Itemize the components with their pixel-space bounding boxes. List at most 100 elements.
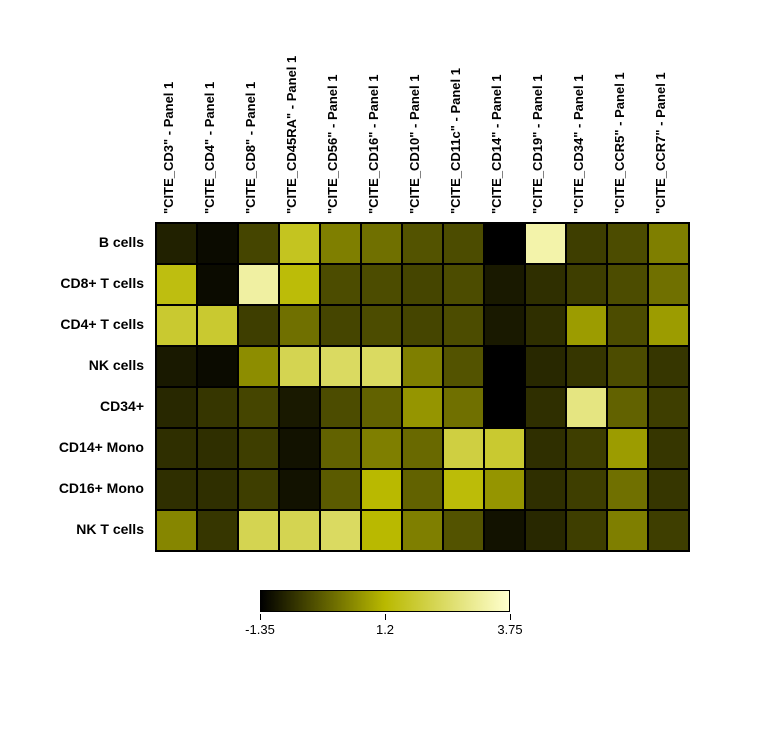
heatmap-cell	[484, 305, 525, 346]
heatmap-cell	[238, 305, 279, 346]
column-label-text: "CITE_CD11c" - Panel 1	[448, 68, 463, 214]
column-label: "CITE_CCR5" - Panel 1	[606, 0, 647, 220]
heatmap-cell	[484, 510, 525, 551]
column-label: "CITE_CD16" - Panel 1	[360, 0, 401, 220]
column-label: "CITE_CD8" - Panel 1	[237, 0, 278, 220]
heatmap-cell	[197, 469, 238, 510]
heatmap-row	[156, 264, 689, 305]
heatmap-cell	[320, 223, 361, 264]
heatmap-cell	[484, 469, 525, 510]
heatmap-cell	[361, 305, 402, 346]
heatmap-cell	[156, 510, 197, 551]
column-labels: "CITE_CD3" - Panel 1 "CITE_CD4" - Panel 1…	[155, 0, 688, 220]
heatmap-cell	[156, 264, 197, 305]
heatmap-cell	[197, 387, 238, 428]
legend-gradient-bar	[260, 590, 510, 612]
heatmap-cell	[443, 387, 484, 428]
heatmap-cell	[320, 305, 361, 346]
legend-tick-mark	[260, 614, 261, 620]
column-label-text: "CITE_CD3" - Panel 1	[161, 82, 176, 214]
heatmap-cell	[156, 223, 197, 264]
heatmap-cell	[238, 510, 279, 551]
heatmap-cell	[402, 510, 443, 551]
column-label: "CITE_CD10" - Panel 1	[401, 0, 442, 220]
heatmap-cell	[361, 510, 402, 551]
column-label: "CITE_CD14" - Panel 1	[483, 0, 524, 220]
heatmap-cell	[525, 346, 566, 387]
heatmap-cell	[402, 469, 443, 510]
heatmap-cell	[648, 264, 689, 305]
heatmap-cell	[566, 264, 607, 305]
heatmap-cell	[361, 223, 402, 264]
heatmap-cell	[361, 469, 402, 510]
heatmap-cell	[156, 387, 197, 428]
column-label: "CITE_CD56" - Panel 1	[319, 0, 360, 220]
row-label: CD8+ T cells	[0, 263, 150, 304]
heatmap-cell	[402, 387, 443, 428]
heatmap-cell	[525, 469, 566, 510]
heatmap-cell	[648, 346, 689, 387]
heatmap-cell	[566, 387, 607, 428]
heatmap-cell	[566, 510, 607, 551]
column-label: "CITE_CCR7" - Panel 1	[647, 0, 688, 220]
heatmap-cell	[525, 428, 566, 469]
heatmap-cell	[197, 346, 238, 387]
legend-tick-mark	[510, 614, 511, 620]
legend-tick-label: 1.2	[376, 622, 394, 637]
heatmap-cell	[156, 305, 197, 346]
heatmap-cell	[607, 346, 648, 387]
heatmap-cell	[402, 264, 443, 305]
row-label: CD4+ T cells	[0, 304, 150, 345]
heatmap-grid	[155, 222, 690, 552]
row-label: CD34+	[0, 386, 150, 427]
heatmap-cell	[443, 469, 484, 510]
heatmap-cell	[238, 264, 279, 305]
column-label: "CITE_CD4" - Panel 1	[196, 0, 237, 220]
heatmap-row	[156, 346, 689, 387]
row-label: B cells	[0, 222, 150, 263]
column-label: "CITE_CD34" - Panel 1	[565, 0, 606, 220]
heatmap-cell	[484, 223, 525, 264]
heatmap-cell	[402, 305, 443, 346]
heatmap-cell	[607, 264, 648, 305]
heatmap-cell	[279, 428, 320, 469]
heatmap-cell	[197, 223, 238, 264]
heatmap-cell	[566, 346, 607, 387]
heatmap-cell	[607, 305, 648, 346]
heatmap-cell	[279, 387, 320, 428]
heatmap-cell	[238, 346, 279, 387]
heatmap-cell	[525, 510, 566, 551]
column-label-text: "CITE_CD14" - Panel 1	[489, 75, 504, 214]
heatmap-cell	[607, 428, 648, 469]
column-label-text: "CITE_CD34" - Panel 1	[571, 75, 586, 214]
column-label-text: "CITE_CD4" - Panel 1	[202, 82, 217, 214]
heatmap-cell	[320, 387, 361, 428]
legend-tick-mark	[385, 614, 386, 620]
column-label-text: "CITE_CCR7" - Panel 1	[653, 72, 668, 214]
heatmap-cell	[648, 305, 689, 346]
color-legend: -1.351.23.75	[260, 590, 510, 644]
heatmap-cell	[607, 510, 648, 551]
row-label: CD14+ Mono	[0, 427, 150, 468]
column-label-text: "CITE_CD19" - Panel 1	[530, 75, 545, 214]
heatmap-cell	[525, 387, 566, 428]
heatmap-cell	[156, 469, 197, 510]
heatmap-cell	[484, 346, 525, 387]
heatmap-cell	[361, 387, 402, 428]
heatmap-cell	[607, 223, 648, 264]
heatmap-cell	[156, 346, 197, 387]
heatmap-cell	[525, 223, 566, 264]
heatmap-row	[156, 305, 689, 346]
legend-tick-label: 3.75	[497, 622, 522, 637]
heatmap-cell	[607, 469, 648, 510]
heatmap-cell	[320, 469, 361, 510]
column-label-text: "CITE_CD45RA" - Panel 1	[284, 56, 299, 214]
heatmap-cell	[238, 223, 279, 264]
column-label-text: "CITE_CD16" - Panel 1	[366, 75, 381, 214]
heatmap-chart: "CITE_CD3" - Panel 1 "CITE_CD4" - Panel 1…	[0, 0, 760, 739]
heatmap-cell	[443, 223, 484, 264]
column-label: "CITE_CD19" - Panel 1	[524, 0, 565, 220]
heatmap-cell	[648, 428, 689, 469]
heatmap-cell	[443, 428, 484, 469]
heatmap-cell	[238, 469, 279, 510]
